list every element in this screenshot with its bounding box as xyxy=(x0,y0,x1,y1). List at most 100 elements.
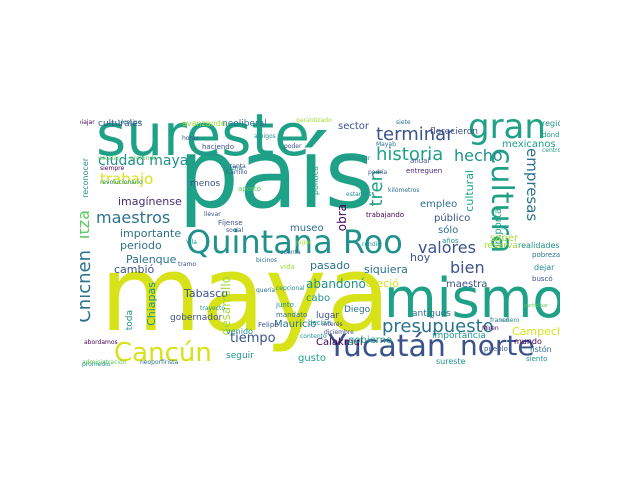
cloud-word: toda xyxy=(125,310,135,331)
cloud-word: gobierno xyxy=(348,335,393,346)
cloud-word: empresas xyxy=(523,148,541,222)
cloud-word: importancia xyxy=(432,331,486,341)
cloud-word: trabajo xyxy=(100,170,154,188)
cloud-word: social xyxy=(226,227,244,234)
cloud-word: siempre xyxy=(100,165,125,172)
cloud-word: neoporfirista xyxy=(140,359,179,366)
cloud-word: siento xyxy=(526,355,548,363)
cloud-word: amigos xyxy=(254,133,276,140)
cloud-word: Itzá xyxy=(80,210,93,240)
cloud-word: pasado xyxy=(310,259,350,272)
cloud-word: contento xyxy=(300,333,327,340)
cloud-word: sólo xyxy=(438,225,459,236)
cloud-word: periodo xyxy=(120,239,162,252)
cloud-word: quería xyxy=(256,287,276,294)
cloud-word: dejar xyxy=(534,263,555,272)
cloud-word: Calakmul xyxy=(316,337,363,348)
cloud-word: mandato xyxy=(276,311,308,319)
cloud-word: cepcional xyxy=(276,285,305,292)
cloud-word: reserva xyxy=(484,241,518,251)
cloud-word: anual xyxy=(410,157,430,165)
word-cloud: maya país sureste mismo Quintana Roo Yuc… xyxy=(80,100,560,380)
cloud-word: realidades xyxy=(518,241,560,250)
cloud-word: hoy xyxy=(410,251,431,264)
cloud-word: aportó xyxy=(238,185,261,193)
cloud-word: mexicanos xyxy=(502,139,556,150)
cloud-word: llevar xyxy=(204,211,221,218)
cloud-word: revolucionario xyxy=(100,179,143,186)
cloud-word: bienestar xyxy=(342,155,371,162)
cloud-word: Chiapas xyxy=(145,282,158,326)
cloud-word: decían xyxy=(308,319,332,327)
cloud-word: Tabasco xyxy=(184,287,228,300)
cloud-word: pobreza xyxy=(532,251,560,259)
cloud-word: Fíjense xyxy=(218,219,243,227)
cloud-word: sureste xyxy=(436,357,466,366)
cloud-word: siete xyxy=(396,119,411,126)
cloud-word: vida xyxy=(280,263,295,271)
cloud-word: terminar xyxy=(376,124,454,145)
cloud-word: jugar xyxy=(296,239,312,246)
cloud-word: administración xyxy=(82,359,127,366)
cloud-word: obra xyxy=(335,204,349,232)
cloud-word: refiero xyxy=(500,317,520,324)
cloud-word: neoliberal xyxy=(222,119,267,129)
cloud-word: maestra xyxy=(446,279,488,290)
cloud-word: avanzando xyxy=(182,119,226,128)
cloud-word: promedio xyxy=(82,361,111,368)
cloud-word: haciendo xyxy=(202,143,234,151)
cloud-word: cuenta xyxy=(280,249,301,256)
cloud-word: trayecto xyxy=(200,305,226,312)
cloud-word: sector xyxy=(338,121,370,132)
cloud-word: diciembre xyxy=(324,329,354,336)
cloud-word: centro xyxy=(542,147,560,154)
cloud-word: dónde xyxy=(542,131,560,139)
cloud-word: cambió xyxy=(114,263,155,276)
cloud-word: estamos xyxy=(346,191,372,198)
cloud-word: viajar xyxy=(80,119,95,126)
cloud-word: interés xyxy=(322,321,343,328)
cloud-word: creció xyxy=(366,277,399,290)
cloud-word: Campeche xyxy=(512,325,560,338)
cloud-word: venido xyxy=(226,327,253,336)
cloud-word: hecho xyxy=(454,146,503,165)
cloud-word: sureste xyxy=(96,101,310,169)
cloud-word: museo xyxy=(290,223,324,234)
cloud-word: historia xyxy=(376,144,444,165)
cloud-word: seguir xyxy=(226,351,254,361)
cloud-word: florecieron xyxy=(430,127,478,137)
cloud-word: Quintana Roo xyxy=(186,223,403,261)
cloud-word: garantizado xyxy=(296,117,332,124)
cloud-word: tanta xyxy=(230,163,246,170)
cloud-word: siquiera xyxy=(364,263,408,276)
cloud-word: Felipe xyxy=(258,321,279,329)
cloud-word: valores xyxy=(418,238,476,257)
cloud-word: cabo xyxy=(306,293,331,304)
cloud-word: política xyxy=(311,166,320,196)
cloud-word: franco xyxy=(490,317,510,324)
cloud-word: escalar xyxy=(98,155,120,162)
cloud-word: junto xyxy=(276,301,294,309)
cloud-word: Palenque xyxy=(126,253,177,266)
cloud-word: gran xyxy=(468,107,546,147)
cloud-word: Vila xyxy=(186,239,197,246)
cloud-word: bicinos xyxy=(256,257,278,264)
cloud-word: kilómetros xyxy=(388,187,420,194)
cloud-word: horas xyxy=(182,135,199,142)
cloud-word: región xyxy=(542,119,560,128)
cloud-word: Cancún xyxy=(114,338,212,368)
cloud-word: años xyxy=(442,237,459,245)
cloud-word: menos xyxy=(190,179,221,189)
cloud-word: norte xyxy=(460,329,535,362)
cloud-word: podría xyxy=(368,169,388,176)
cloud-word: participar xyxy=(524,303,549,309)
cloud-word: trabajando xyxy=(366,211,405,219)
cloud-word: tiempo xyxy=(230,331,276,346)
cloud-word: tramo xyxy=(178,261,197,268)
cloud-word: Mayab xyxy=(376,141,396,148)
cloud-word: cultural xyxy=(463,170,476,212)
cloud-word: profundo xyxy=(130,155,158,162)
cloud-word: Diego xyxy=(344,305,371,315)
cloud-word: gusto xyxy=(298,353,326,364)
cloud-word: Edzná xyxy=(224,165,243,172)
